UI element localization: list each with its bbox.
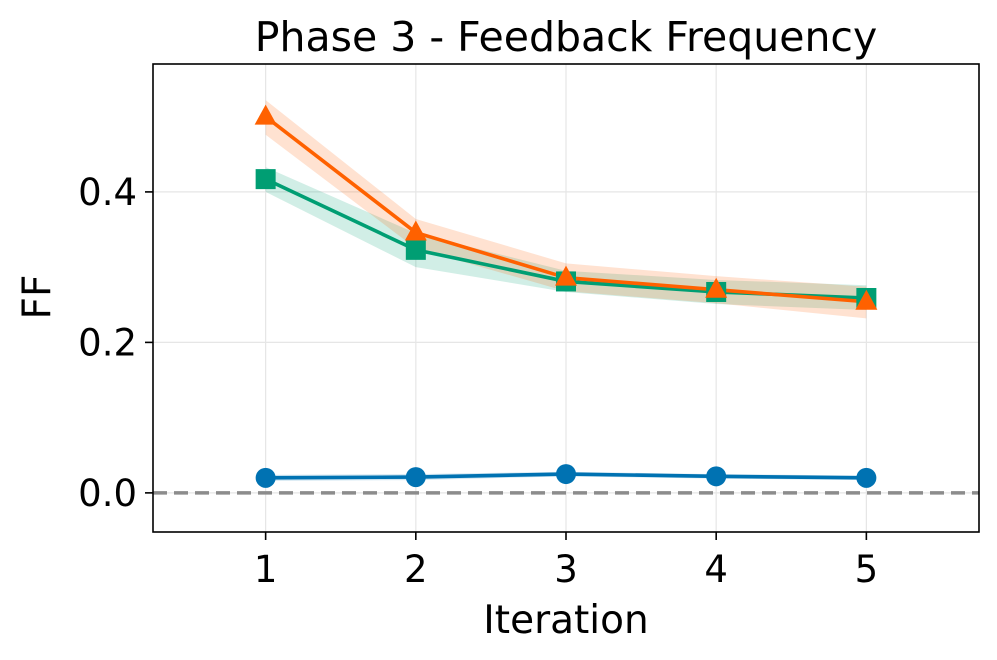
y-axis-label: FF [15, 275, 60, 320]
series-1-point [706, 466, 727, 487]
series-3-point [705, 277, 728, 298]
series-3-point [254, 104, 277, 125]
chart-title: Phase 3 - Feedback Frequency [255, 13, 878, 61]
series-1-point [856, 467, 877, 488]
series-2-point [255, 169, 276, 190]
series-3-point [555, 265, 577, 286]
y-tick-label: 0.4 [78, 171, 137, 214]
y-tick-label: 0.0 [78, 472, 137, 515]
x-tick-label: 3 [554, 548, 578, 591]
series-1-point [255, 467, 276, 488]
x-tick-label: 1 [254, 548, 278, 591]
x-tick-label: 5 [855, 548, 879, 591]
series-3-point [404, 220, 427, 241]
x-tick-label: 2 [404, 548, 428, 591]
y-tick-label: 0.2 [78, 321, 137, 364]
series-2-point [405, 239, 426, 260]
x-tick-label: 4 [704, 548, 728, 591]
series-1-point [556, 464, 576, 485]
series-markers [254, 104, 878, 488]
axis-ticks: 1 2 3 4 5 0.0 0.2 0.4 [78, 171, 878, 591]
series-3-point [855, 289, 878, 310]
series-1-point [405, 467, 426, 488]
x-axis-label: Iteration [483, 598, 648, 643]
